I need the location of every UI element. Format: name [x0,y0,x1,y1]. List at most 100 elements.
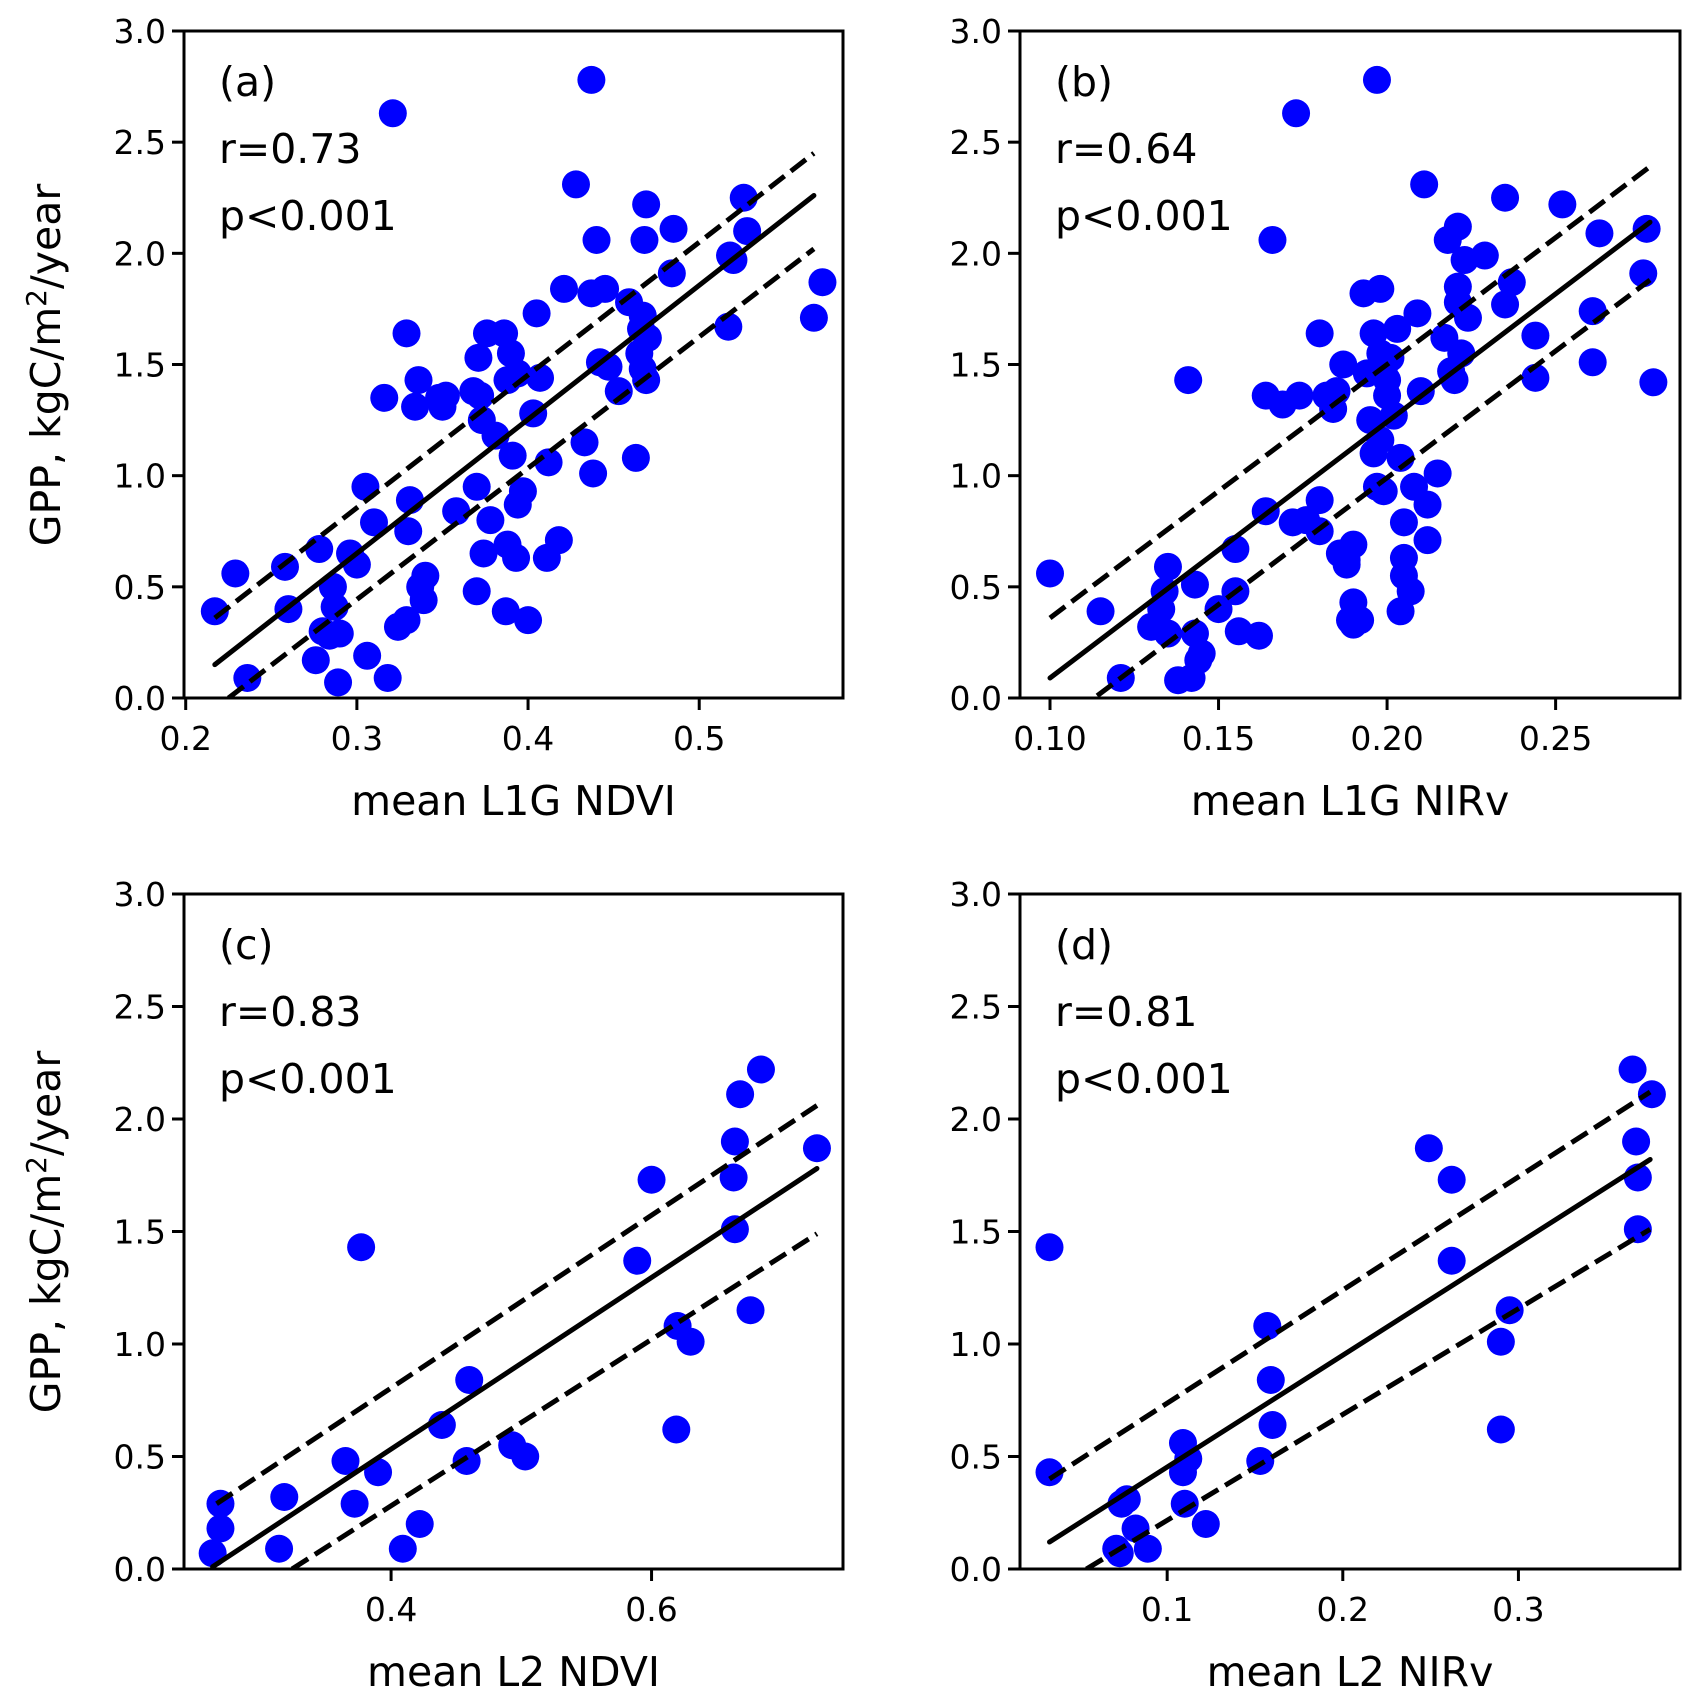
data-point [1153,552,1182,581]
data-point [1491,183,1520,212]
data-point [388,1534,417,1563]
y-tick-label: 2.5 [114,988,166,1027]
data-point [1403,299,1432,328]
confidence-lower-line [226,246,816,698]
data-point [452,1447,481,1475]
data-points [1035,1055,1666,1568]
data-point [1585,219,1614,248]
y-tick-label: 3.0 [114,12,166,51]
data-point [1086,597,1115,626]
x-tick-label: 0.6 [625,1590,677,1629]
data-point [1623,1215,1652,1244]
data-point [353,641,382,670]
data-point [392,606,421,635]
data-point [1329,350,1358,379]
scatter-panel-b: 0.0 0.5 1.0 1.5 2.0 2.5 3.0 0.10 0.15 0.20 0.25mea… [950,12,1682,825]
data-point [469,539,498,568]
data-point [659,214,688,243]
data-point [1486,1327,1515,1356]
p-value-annotation: p<0.001 [219,192,397,240]
x-tick-label: 0.10 [1013,719,1086,758]
data-point [340,1489,369,1518]
data-point [1036,559,1064,588]
fit-lines [1047,1089,1653,1569]
data-point [1373,366,1402,395]
data-point [378,99,407,128]
data-point [1133,1534,1162,1563]
scatter-panel-d: 0.0 0.5 1.0 1.5 2.0 2.5 3.0 0.1 0.2 0.3 mean L2 NI… [950,875,1682,1696]
data-point [1453,303,1482,332]
data-point [1105,1539,1134,1568]
data-point [1491,290,1520,319]
data-point [502,543,531,572]
data-point [1639,368,1668,397]
data-point [325,619,354,648]
data-point [464,343,493,372]
y-tick-label: 0.5 [114,1438,166,1477]
data-point [511,1442,540,1471]
panel-label: (a) [219,58,276,106]
data-point [1383,314,1412,343]
data-point [720,1215,749,1244]
data-point [570,428,599,457]
data-point [1629,259,1658,288]
panels: 0.0 0.5 1.0 1.5 2.0 2.5 3.0 0.2 0.3 0.4 0.5 mean L1… [114,12,1682,1696]
regression-line [1047,219,1653,681]
data-point [544,526,573,555]
y-axis-label-tail: /year [22,1051,70,1156]
data-point [394,517,423,546]
y-axis-label-tail: /year [22,184,70,289]
data-point [265,1534,294,1563]
y-tick-label: 1.5 [950,1213,1002,1252]
data-point [270,1483,299,1511]
data-point [508,477,537,506]
x-axis-label: mean L2 NIRv [1207,1648,1494,1696]
y-tick-label: 1.5 [114,346,166,385]
data-point [577,65,606,94]
panel-label: (b) [1055,58,1113,106]
data-point [359,508,388,537]
data-point [431,381,460,410]
data-point [401,392,430,421]
data-point [1305,486,1334,515]
y-axis-label-sup: 2 [20,1156,53,1174]
confidence-upper-line [215,1103,819,1506]
y-tick-label: 2.5 [114,123,166,162]
data-point [1339,530,1368,559]
data-point [1170,1489,1199,1518]
data-point [1253,1312,1282,1340]
x-axis-label: mean L2 NDVI [367,1648,660,1696]
data-point [1112,1485,1141,1514]
data-point [466,381,495,410]
data-points [198,1055,831,1568]
data-point [405,1510,434,1538]
data-point [200,597,229,626]
data-point [808,268,837,297]
y-tick-label: 0.0 [950,679,1002,718]
data-point [1191,1510,1220,1538]
data-point [1443,212,1472,241]
y-tick-label: 2.5 [950,123,1002,162]
data-point [1632,214,1661,243]
data-point [1548,190,1577,219]
data-point [1414,1134,1443,1163]
data-point [726,1080,755,1109]
data-point [1486,1415,1515,1444]
data-point [632,190,661,219]
p-value-annotation: p<0.001 [1055,1055,1233,1103]
y-tick-label: 1.0 [114,1325,166,1364]
data-point [481,421,510,450]
x-axis-label: mean L1G NIRv [1191,777,1510,825]
y-tick-label: 0.5 [114,568,166,607]
regression-line [1047,1157,1653,1545]
data-point [1413,526,1442,555]
x-tick-label: 0.2 [159,719,211,758]
confidence-upper-line [1048,1089,1652,1482]
data-point [1437,1246,1466,1275]
x-tick-label: 0.3 [331,719,383,758]
correlation-annotation: r=0.81 [1055,988,1198,1036]
data-point [1470,241,1499,270]
data-point [1346,606,1375,635]
x-tick-label: 0.3 [1492,1590,1544,1629]
